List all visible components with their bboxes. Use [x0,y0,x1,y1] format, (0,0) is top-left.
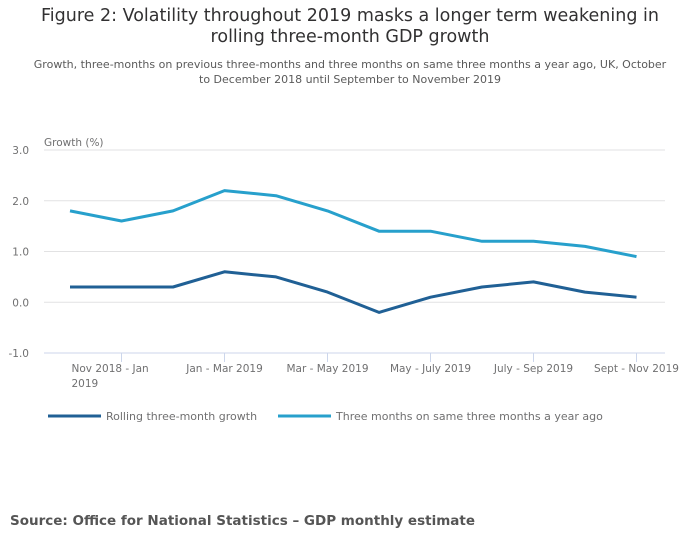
x-tick-label: Jan - Mar 2019 [185,363,263,375]
grid-lines [44,149,665,354]
x-tick-label: July - Sep 2019 [493,363,573,375]
y-tick-label: 0.0 [12,297,29,309]
y-tick-label: 1.0 [12,247,29,259]
chart-title: Figure 2: Volatility throughout 2019 mas… [0,6,700,48]
legend-label: Rolling three-month growth [106,410,257,423]
y-axis-title: Growth (%) [44,137,104,149]
chart-title-line: rolling three-month GDP growth [210,27,490,47]
series-line-year-on-year [69,189,637,259]
chart-subtitle-line: Growth, three-months on previous three-m… [33,58,667,71]
x-tick-label-line: Sept - Nov 2019 [594,363,679,375]
x-tick-label: Mar - May 2019 [286,363,368,375]
chart-title-line: Figure 2: Volatility throughout 2019 mas… [41,6,659,26]
y-tick-label: -1.0 [9,348,30,360]
x-tick-label: May - July 2019 [390,363,471,375]
x-tick-label-line: Mar - May 2019 [286,363,368,375]
legend-item[interactable]: Three months on same three months a year… [278,410,603,423]
y-axis: 3.0 2.0 1.0 0.0 -1.0 [9,145,30,360]
legend-item[interactable]: Rolling three-month growth [48,410,257,423]
x-axis: Nov 2018 - Jan 2019 Jan - Mar 2019 Mar - Ma… [72,353,679,390]
legend-label: Three months on same three months a year… [335,410,603,423]
x-tick-label-line: Jan - Mar 2019 [185,363,263,375]
chart-subtitle: Growth, three-months on previous three-m… [20,57,680,87]
x-tick-label: Nov 2018 - Jan 2019 [72,363,149,390]
y-tick-label: 2.0 [12,196,29,208]
source-note: Source: Office for National Statistics –… [10,513,475,529]
x-tick-label: Sept - Nov 2019 [594,363,679,375]
x-tick-label-line: 2019 [72,378,99,390]
chart-subtitle-line: to December 2018 until September to Nove… [199,73,501,86]
series-lines [69,189,637,314]
series-line-rolling-three-month [70,270,637,314]
y-tick-label: 3.0 [12,145,29,157]
x-tick-label-line: July - Sep 2019 [493,363,573,375]
legend: Rolling three-month growth Three months o… [48,410,603,423]
x-tick-label-line: Nov 2018 - Jan [72,363,149,375]
x-tick-label-line: May - July 2019 [390,363,471,375]
